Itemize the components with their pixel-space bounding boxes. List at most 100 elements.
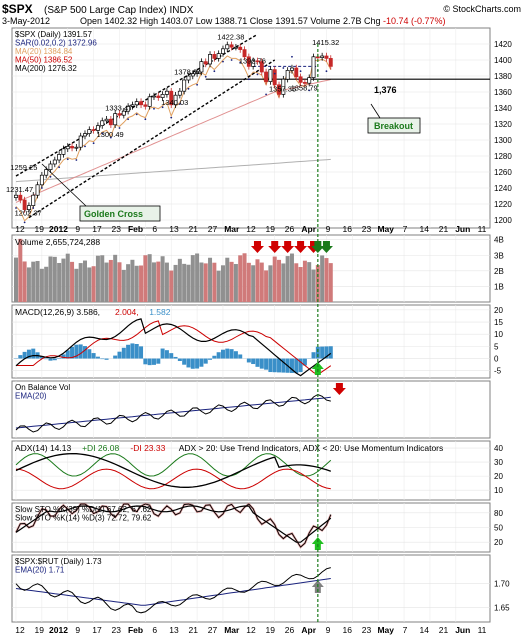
slow-sto-39-k-line bbox=[15, 505, 332, 543]
price-annotation: 1422.38 bbox=[217, 32, 244, 41]
x-tick-label: Jun bbox=[455, 224, 470, 234]
macd-histogram-bar bbox=[173, 356, 178, 359]
volume-bar bbox=[100, 255, 105, 302]
volume-bar bbox=[78, 263, 83, 302]
legend-entry: $SPX:$RUT (Daily) 1.73 bbox=[15, 557, 102, 566]
chart-date: 3-May-2012 bbox=[2, 16, 50, 26]
volume-bar bbox=[35, 260, 40, 302]
candle-body bbox=[143, 104, 148, 107]
macd-histogram-bar bbox=[91, 353, 96, 359]
macd-histogram-bar bbox=[212, 355, 217, 359]
sar-dot bbox=[204, 75, 207, 78]
price-annotation: 1357.38 bbox=[269, 84, 296, 93]
red-down-arrow bbox=[281, 241, 295, 253]
sar-dot bbox=[135, 113, 138, 116]
y-tick-label: 20 bbox=[494, 472, 503, 481]
panel-frame bbox=[11, 380, 491, 439]
legend-entry: MA(20) 1384.84 bbox=[15, 47, 73, 56]
x-tick-label: 27 bbox=[208, 224, 218, 234]
sar-dot bbox=[92, 142, 95, 145]
volume-bar bbox=[177, 258, 182, 302]
candle-body bbox=[147, 96, 152, 107]
x-tick-label: 9 bbox=[326, 224, 331, 234]
macd-histogram-bar bbox=[289, 358, 294, 373]
legend-entry: ADX > 20: Use Trend Indicators, ADX < 20… bbox=[179, 443, 444, 453]
y-tick-label: 10 bbox=[494, 330, 503, 339]
volume-bar bbox=[186, 264, 191, 302]
candle-body bbox=[307, 77, 312, 84]
volume-bar bbox=[199, 262, 204, 302]
volume-bar bbox=[302, 260, 307, 302]
x-tick-label: 16 bbox=[343, 224, 353, 234]
macd-histogram-bar bbox=[177, 358, 182, 362]
x-tick-label: 16 bbox=[343, 625, 353, 635]
candle-body bbox=[251, 60, 256, 67]
adx-panel: 10 20 30 40 ADX(14) 14.13 +DI 26.08 -DI 23.33 A… bbox=[11, 440, 503, 501]
volume-bar bbox=[52, 256, 57, 302]
candle-body bbox=[117, 113, 122, 116]
green-up-arrow bbox=[311, 537, 324, 550]
x-tick-label: 12 bbox=[15, 625, 25, 635]
sar-dot bbox=[178, 103, 181, 105]
macd-histogram-bar bbox=[134, 344, 139, 359]
volume-bar bbox=[26, 267, 31, 302]
golden-cross-text: Golden Cross bbox=[84, 209, 143, 219]
macd-histogram-bar bbox=[203, 358, 208, 364]
sar-dot bbox=[144, 118, 147, 121]
macd-histogram-bar bbox=[160, 348, 165, 359]
volume-bar bbox=[294, 263, 299, 302]
candle-body bbox=[113, 113, 118, 126]
y-tick-label: 1360 bbox=[494, 88, 512, 97]
x-tick-label: 19 bbox=[266, 625, 276, 635]
volume-bar bbox=[65, 253, 70, 302]
x-tick-label: 19 bbox=[35, 224, 45, 234]
candle-body bbox=[35, 184, 40, 196]
sar-dot bbox=[282, 67, 285, 69]
volume-bar bbox=[173, 264, 178, 302]
volume-bar bbox=[182, 263, 187, 302]
price-annotation: 1415.32 bbox=[312, 38, 339, 47]
candle-body bbox=[324, 55, 329, 59]
macd-histogram-bar bbox=[190, 358, 195, 369]
sar-dot bbox=[32, 207, 35, 209]
x-tick-label: 27 bbox=[208, 625, 218, 635]
x-tick-label: 26 bbox=[285, 625, 295, 635]
volume-bar bbox=[39, 268, 44, 302]
breakout-callout-box bbox=[367, 117, 421, 134]
x-tick-label: 21 bbox=[439, 224, 449, 234]
volume-bar bbox=[87, 267, 92, 302]
macd-histogram-bar bbox=[246, 358, 251, 363]
candle-body bbox=[199, 61, 204, 73]
sar-dot bbox=[230, 59, 233, 61]
macd-histogram-bar bbox=[147, 358, 152, 366]
volume-bar bbox=[91, 266, 96, 302]
volume-bar bbox=[164, 262, 169, 302]
green-down-arrow bbox=[319, 241, 333, 253]
sar-dot bbox=[256, 73, 259, 76]
candle-body bbox=[268, 69, 273, 82]
x-tick-label: 23 bbox=[112, 625, 122, 635]
x-tick-label: 14 bbox=[420, 625, 430, 635]
volume-bar bbox=[130, 259, 135, 302]
sar-dot bbox=[58, 166, 61, 169]
candle-body bbox=[320, 55, 325, 58]
candle-body bbox=[212, 54, 217, 59]
macd-histogram-bar bbox=[113, 355, 118, 359]
macd-histogram-bar bbox=[199, 358, 204, 367]
price-annotation: 1392.76 bbox=[239, 56, 266, 65]
candle-body bbox=[290, 67, 294, 71]
macd-histogram-bar bbox=[272, 358, 277, 373]
y-tick-label: 10 bbox=[494, 486, 503, 495]
volume-bar bbox=[281, 263, 286, 302]
macd-histogram-bar bbox=[18, 355, 23, 359]
candle-body bbox=[44, 169, 49, 176]
candle-body bbox=[173, 94, 178, 106]
volume-bar bbox=[264, 270, 269, 302]
y-tick-label: 50 bbox=[494, 524, 503, 533]
macd-histogram-bar bbox=[74, 344, 79, 359]
candle-body bbox=[134, 101, 139, 106]
x-tick-label: 11 bbox=[478, 625, 487, 635]
sar-dot bbox=[109, 136, 112, 139]
volume-bar bbox=[320, 255, 325, 302]
candle-body bbox=[156, 95, 161, 98]
